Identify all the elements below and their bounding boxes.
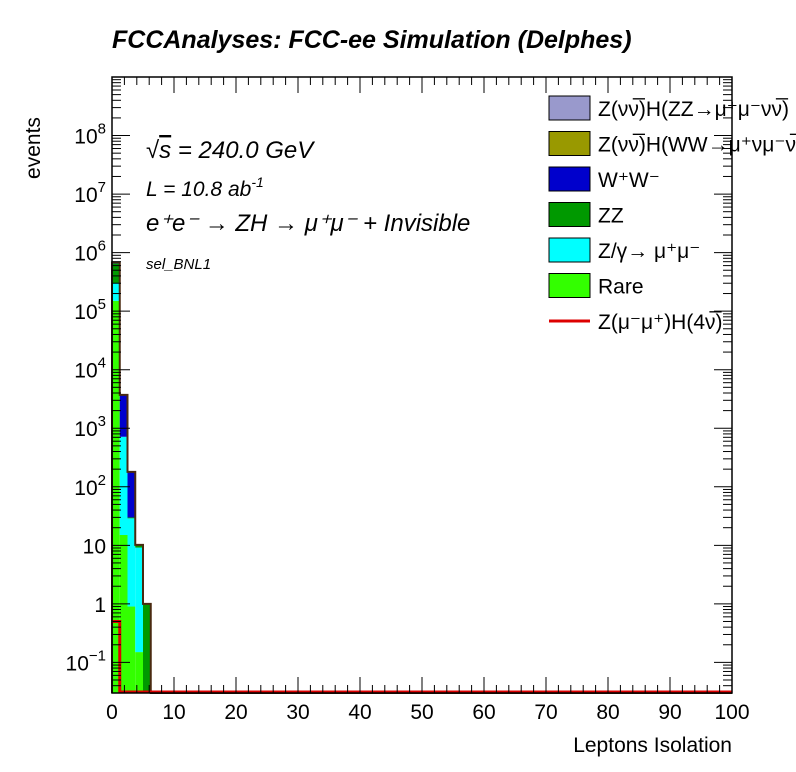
svg-text:Z(μ⁻μ⁺)H(4ν̅): Z(μ⁻μ⁺)H(4ν̅) [598, 311, 723, 334]
y-tick-label: 106 [74, 238, 106, 266]
bar-zz-bin-2 [127, 517, 136, 519]
x-tick-label: 0 [106, 701, 118, 724]
bar-w-w--bin-2 [127, 471, 136, 518]
bar-zz-bin-4 [143, 603, 151, 693]
y-tick-label: 10 [83, 535, 106, 558]
x-axis-label: Leptons Isolation [573, 734, 732, 757]
bar-z--bin-3 [135, 547, 143, 653]
x-tick-label: 30 [286, 701, 309, 724]
lumi-annotation: L = 10.8 ab-1 [146, 174, 264, 201]
y-tick-label: 10−1 [66, 647, 106, 675]
stacked-bars [112, 262, 151, 693]
svg-text:ZZ: ZZ [598, 205, 624, 228]
bar-rare-bin-3 [135, 652, 143, 693]
legend-entry-2: W⁺W⁻ [548, 166, 660, 192]
legend-entry-5: Rare [548, 273, 644, 299]
y-axis-ticks: 10−1 1 10 102 103 104 105 106 107 108 [66, 79, 732, 694]
selection-annotation: sel_BNL1 [146, 256, 211, 273]
legend-entry-1: Z(νν̅)H(WW→μ⁺νμ⁻ν̅) [548, 131, 796, 157]
stack-outline [111, 261, 732, 694]
x-tick-label: 80 [596, 701, 619, 724]
x-tick-label: 20 [224, 701, 247, 724]
legend: Z(νν̅)H(ZZ→μ⁺μ⁻νν̅) Z(νν̅)H(WW→μ⁺νμ⁻ν̅) W⁺… [548, 95, 796, 334]
y-axis-label: events [22, 117, 45, 179]
bar-rare-bin-0 [112, 300, 120, 693]
svg-text:Rare: Rare [598, 276, 644, 299]
bar-zz-bin-3 [135, 544, 143, 548]
energy-annotation: √s = 240.0 GeV [146, 137, 315, 164]
bar-w-w--bin-1 [119, 394, 128, 437]
y-tick-label: 103 [74, 413, 106, 441]
bar-z--bin-1 [119, 436, 128, 536]
chart-title: FCCAnalyses: FCC-ee Simulation (Delphes) [112, 26, 632, 54]
x-tick-label: 40 [348, 701, 371, 724]
svg-text:Z(νν̅)H(WW→μ⁺νμ⁻ν̅): Z(νν̅)H(WW→μ⁺νμ⁻ν̅) [598, 134, 796, 157]
x-tick-label: 60 [472, 701, 495, 724]
legend-entry-3: ZZ [548, 202, 624, 228]
y-tick-label: 108 [74, 121, 106, 149]
y-tick-label: 105 [74, 296, 106, 324]
x-tick-label: 100 [714, 701, 749, 724]
bar-rare-bin-2 [127, 606, 136, 693]
svg-text:Z/γ→ μ⁺μ⁻: Z/γ→ μ⁺μ⁻ [598, 240, 700, 263]
y-tick-label: 1 [94, 594, 106, 617]
bar-zz-bin-0 [112, 263, 120, 284]
x-tick-label: 10 [162, 701, 185, 724]
svg-text:Z(νν̅)H(ZZ→μ⁺μ⁻νν̅): Z(νν̅)H(ZZ→μ⁺μ⁻νν̅) [598, 98, 789, 121]
x-tick-label: 90 [658, 701, 681, 724]
x-axis-ticks: 0 10 20 30 40 50 60 70 80 90 100 [106, 77, 750, 724]
process-annotation: e⁺e⁻ → ZH → μ⁺μ⁻ + Invisible [146, 210, 470, 237]
legend-entry-signal: Z(μ⁻μ⁺)H(4ν̅) [549, 311, 723, 334]
y-tick-label: 107 [74, 179, 106, 207]
x-tick-label: 50 [410, 701, 433, 724]
legend-entry-4: Z/γ→ μ⁺μ⁻ [548, 237, 700, 263]
bar-rare-bin-1 [119, 535, 128, 693]
x-tick-label: 70 [534, 701, 557, 724]
svg-text:W⁺W⁻: W⁺W⁻ [598, 169, 660, 192]
y-tick-label: 102 [74, 472, 106, 500]
bar-z--bin-2 [127, 518, 136, 607]
bar-z--bin-0 [112, 283, 120, 301]
y-tick-label: 104 [74, 355, 106, 383]
legend-entry-0: Z(νν̅)H(ZZ→μ⁺μ⁻νν̅) [548, 95, 789, 121]
